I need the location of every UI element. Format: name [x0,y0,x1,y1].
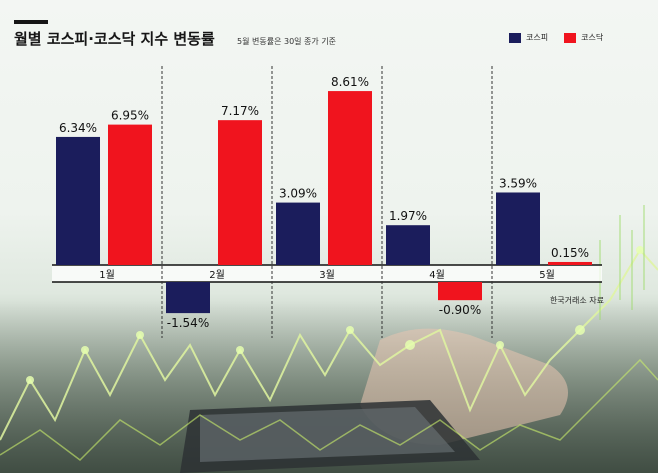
category-band [52,265,602,282]
legend-item-kospi: 코스피 [509,32,548,43]
category-label: 1월 [99,269,115,281]
data-label-kosdaq: 6.95% [111,109,149,123]
legend-label-kospi: 코스피 [526,33,549,42]
category-label: 4월 [429,269,445,281]
chart-subtitle: 5월 변동률은 30일 종가 기준 [237,37,337,46]
bar-kospi [496,192,540,265]
data-label-kosdaq: -0.90% [439,303,481,317]
bar-kosdaq [438,282,482,301]
data-label-kosdaq: 0.15% [551,246,589,260]
category-label: 3월 [319,269,335,281]
bar-kospi [276,202,320,265]
bar-kospi [56,136,100,265]
data-label-kospi: 3.59% [499,176,537,190]
data-label-kospi: -1.54% [167,316,209,330]
legend-swatch-kosdaq [564,32,577,43]
bar-kospi [166,282,210,314]
category-label: 5월 [539,269,555,281]
bar-kosdaq [108,124,152,265]
bar-kosdaq [218,120,262,265]
bar-kosdaq [328,91,372,265]
data-label-kospi: 1.97% [389,209,427,223]
legend-label-kosdaq: 코스닥 [581,33,604,42]
chart-title: 월별 코스피·코스닥 지수 변동률 [14,30,215,48]
data-label-kospi: 3.09% [279,187,317,201]
title-accent-bar [14,20,48,24]
bar-kosdaq [548,261,592,265]
category-label: 2월 [209,269,225,281]
legend-item-kosdaq: 코스닥 [564,32,603,43]
data-label-kospi: 6.34% [59,121,97,135]
bar-kospi [386,225,430,265]
data-label-kosdaq: 8.61% [331,75,369,89]
source-note: 한국거래소 자료 [549,296,604,305]
legend: 코스피 코스닥 [509,32,603,43]
data-label-kosdaq: 7.17% [221,104,259,118]
legend-swatch-kospi [509,32,521,43]
